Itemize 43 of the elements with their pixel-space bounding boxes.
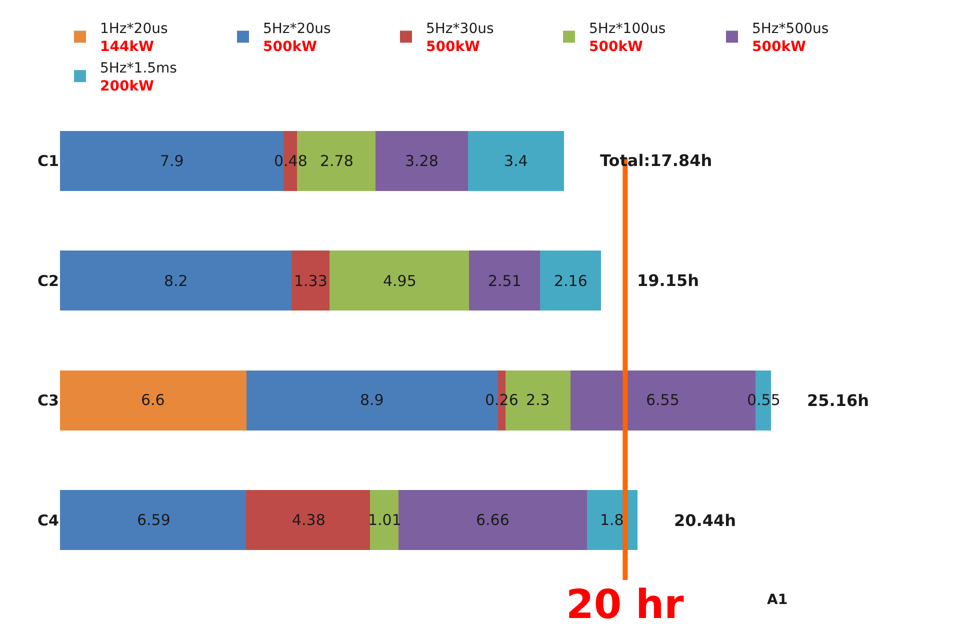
data-label: 2.51 — [488, 272, 522, 290]
legend-label: 5Hz*20us 500kW — [263, 21, 331, 56]
legend-label: 5Hz*100us 500kW — [589, 21, 666, 56]
legend-label: 5Hz*500us 500kW — [752, 21, 829, 56]
legend-label: 5Hz*1.5ms 200kW — [100, 60, 177, 95]
bar — [246, 490, 370, 550]
bar — [60, 370, 247, 430]
data-label: 2.78 — [320, 152, 354, 170]
bar — [60, 490, 246, 550]
data-label: 3.4 — [504, 152, 528, 170]
total-label: 19.15h — [637, 271, 699, 290]
total-label: 25.16h — [807, 391, 869, 410]
legend-label: 5Hz*30us 500kW — [426, 21, 494, 56]
total-label: Total:17.84h — [600, 151, 712, 170]
total-label: 20.44h — [674, 511, 736, 530]
y-tick-label: C4 — [38, 511, 59, 530]
y-tick-label: C3 — [38, 392, 59, 410]
bar — [375, 130, 468, 191]
bar — [329, 250, 470, 311]
bar — [292, 250, 330, 311]
ref-line-label: 20 hr — [566, 582, 684, 628]
y-tick-label: C2 — [38, 272, 59, 290]
bar — [468, 130, 564, 191]
bar — [469, 250, 540, 311]
data-label: 4.38 — [292, 511, 326, 529]
bar — [60, 250, 292, 311]
data-label: 6.6 — [141, 391, 165, 409]
data-label: 4.95 — [383, 272, 416, 290]
data-label: 8.2 — [164, 272, 188, 290]
text: A1 — [767, 592, 788, 608]
data-label: 6.55 — [646, 391, 680, 409]
data-label: 3.28 — [405, 152, 438, 170]
data-label: 8.9 — [360, 391, 384, 409]
data-label: 6.66 — [476, 511, 510, 529]
y-tick-label: C1 — [38, 152, 59, 170]
data-label: 1.33 — [294, 272, 328, 290]
data-label: 7.9 — [160, 152, 184, 170]
bar — [398, 490, 587, 550]
bar — [540, 250, 602, 311]
legend-label: 1Hz*20us 144kW — [100, 21, 168, 56]
data-label: 6.59 — [137, 511, 170, 529]
data-label: 2.16 — [554, 272, 588, 290]
data-label: 2.3 — [526, 391, 550, 409]
